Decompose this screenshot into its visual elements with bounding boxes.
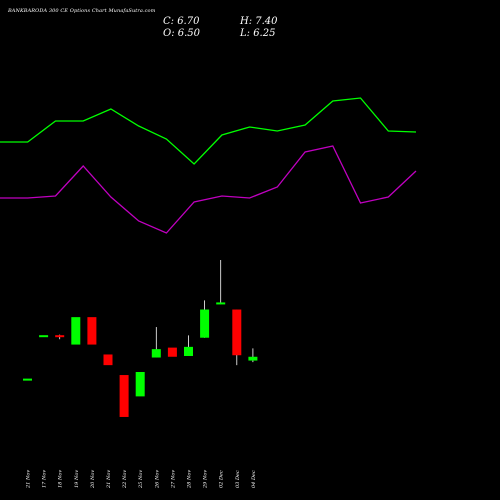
candle bbox=[216, 260, 226, 305]
candle-body bbox=[200, 309, 210, 338]
candle bbox=[55, 334, 65, 340]
x-tick-label: 19 Nov bbox=[74, 470, 80, 488]
candle-body bbox=[55, 335, 65, 338]
candle bbox=[119, 375, 129, 417]
candle-body bbox=[71, 317, 81, 345]
candle-body bbox=[135, 372, 145, 397]
lower-indicator-line bbox=[0, 145, 417, 234]
candle-body bbox=[151, 349, 161, 358]
candle bbox=[167, 347, 177, 357]
candle bbox=[248, 348, 258, 363]
upper-indicator-line bbox=[0, 97, 417, 165]
candle bbox=[232, 309, 242, 366]
candle-body bbox=[248, 356, 258, 361]
candle-body bbox=[23, 378, 32, 381]
high-value: H: 7.40 bbox=[240, 16, 278, 27]
x-tick-label: 25 Nov bbox=[138, 470, 144, 489]
x-axis-labels: 21 Nov 17 Nov 18 Nov 19 Nov 20 Nov 21 Nov 22 N… bbox=[26, 470, 257, 489]
x-tick-label: 27 Nov bbox=[170, 470, 176, 489]
x-tick-label: 21 Nov bbox=[26, 470, 32, 489]
close-value: C: 6.70 bbox=[163, 16, 200, 27]
x-tick-label: 17 Nov bbox=[42, 470, 48, 488]
candle bbox=[151, 327, 161, 358]
indicator-lines bbox=[0, 97, 417, 234]
x-tick-label: 26 Nov bbox=[154, 470, 160, 489]
candle-body bbox=[184, 346, 193, 356]
low-value: L: 6.25 bbox=[240, 28, 276, 39]
candle-body bbox=[39, 335, 49, 338]
candle bbox=[39, 335, 49, 338]
x-tick-label: 21 Nov bbox=[106, 470, 112, 489]
candle-body bbox=[103, 354, 113, 366]
candle bbox=[23, 378, 32, 381]
candle bbox=[184, 335, 193, 356]
open-value: O: 6.50 bbox=[163, 28, 201, 39]
candle bbox=[71, 317, 81, 345]
candle-body bbox=[167, 347, 177, 357]
chart-title: BANKBARODA 300 CE Options Chart MunafaSu… bbox=[8, 8, 156, 14]
candle-body bbox=[216, 302, 226, 305]
candle-body bbox=[232, 309, 242, 356]
candle-body bbox=[119, 375, 129, 417]
x-tick-label: 04 Dec bbox=[251, 470, 257, 488]
candle bbox=[135, 372, 145, 397]
x-tick-label: 20 Nov bbox=[90, 470, 96, 489]
candle bbox=[200, 300, 210, 338]
candle-body bbox=[87, 317, 97, 345]
x-tick-label: 18 Nov bbox=[58, 470, 64, 488]
x-tick-label: 29 Nov bbox=[203, 470, 209, 489]
candle bbox=[87, 317, 97, 345]
x-tick-label: 02 Dec bbox=[219, 470, 225, 488]
x-tick-label: 03 Dec bbox=[235, 470, 241, 488]
candles bbox=[23, 260, 258, 417]
candle bbox=[103, 354, 113, 366]
x-tick-label: 22 Nov bbox=[122, 470, 128, 489]
x-tick-label: 28 Nov bbox=[187, 470, 193, 489]
